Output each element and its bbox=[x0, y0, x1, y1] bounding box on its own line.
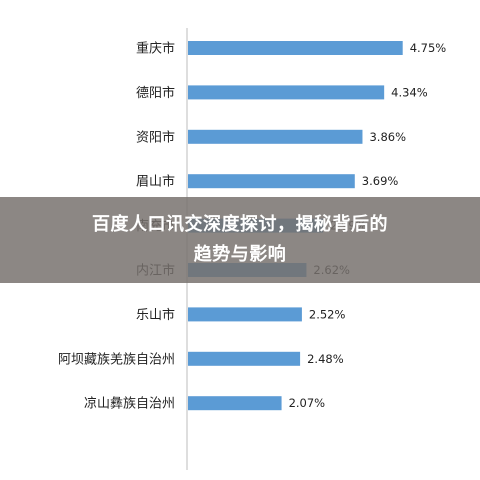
data-label: 2.52% bbox=[309, 307, 346, 321]
banner-title-line-2: 趋势与影响 bbox=[193, 244, 287, 265]
data-label: 2.07% bbox=[289, 396, 326, 410]
bar bbox=[188, 41, 403, 55]
data-label: 3.86% bbox=[369, 130, 406, 144]
category-label: 阿坝藏族羌族自治州 bbox=[58, 351, 175, 367]
data-label: 3.69% bbox=[362, 174, 399, 188]
category-label: 乐山市 bbox=[136, 307, 175, 323]
bar bbox=[188, 351, 301, 366]
category-label: 重庆市 bbox=[136, 41, 175, 57]
bar bbox=[188, 396, 282, 411]
data-label: 2.48% bbox=[307, 352, 344, 366]
bar bbox=[188, 85, 385, 100]
title-banner: 百度人口讯交深度探讨，揭秘背后的 趋势与影响 bbox=[0, 197, 480, 283]
bar bbox=[188, 129, 363, 144]
category-label: 德阳市 bbox=[136, 85, 175, 101]
bar bbox=[188, 174, 355, 189]
banner-title-line-1: 百度人口讯交深度探讨，揭秘背后的 bbox=[92, 214, 388, 235]
bar bbox=[188, 307, 302, 322]
category-label: 凉山彝族自治州 bbox=[84, 396, 175, 412]
category-label: 眉山市 bbox=[136, 174, 175, 190]
data-label: 4.34% bbox=[391, 85, 428, 99]
data-label: 4.75% bbox=[410, 41, 447, 55]
category-label: 资阳市 bbox=[136, 129, 175, 145]
